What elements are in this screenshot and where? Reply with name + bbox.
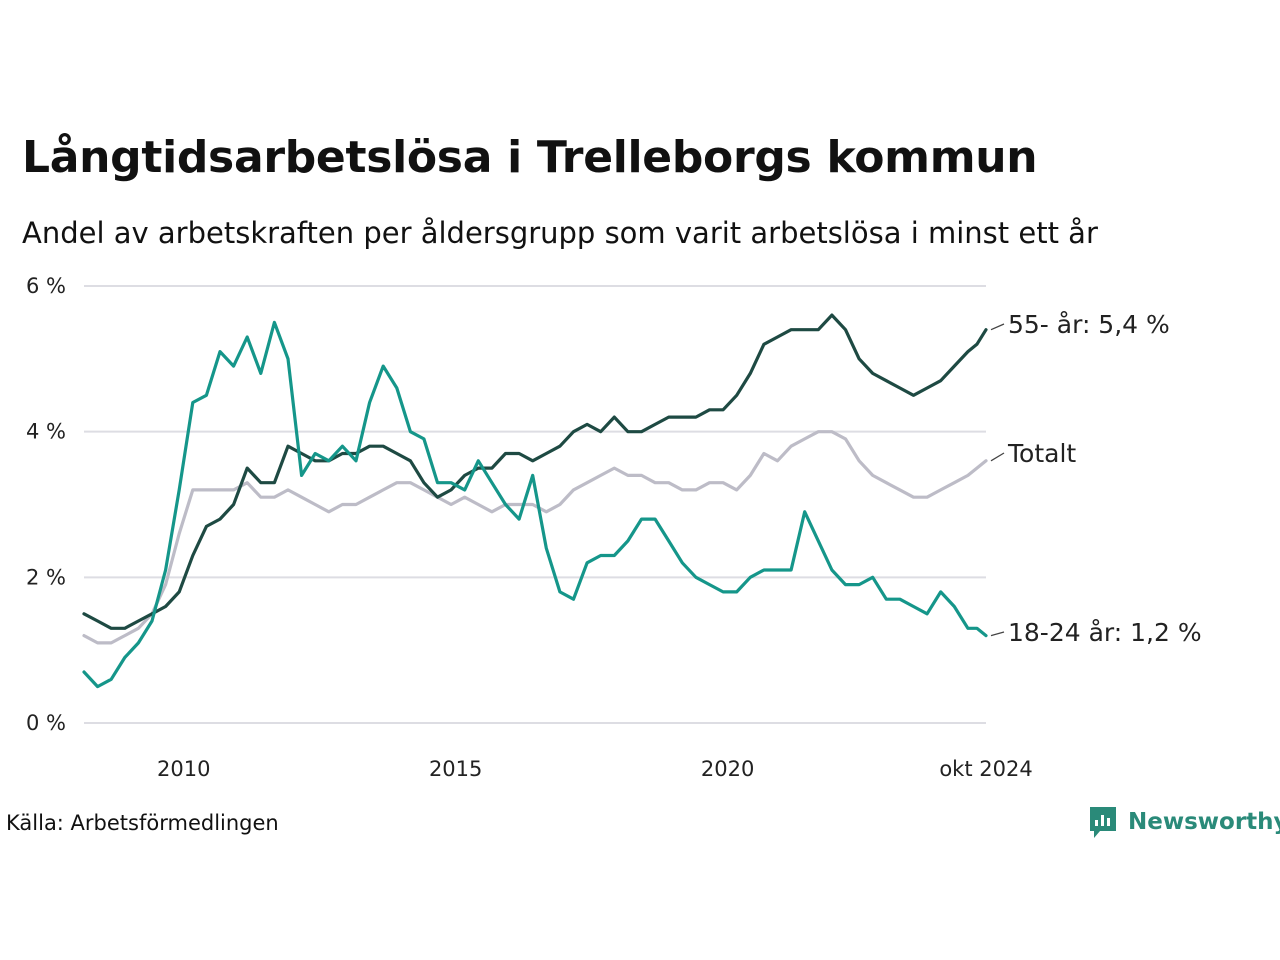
series-line-total — [82, 430, 988, 645]
end-label-young: 18-24 år: 1,2 % — [1008, 618, 1202, 647]
y-tick-label: 2 % — [26, 565, 66, 589]
y-tick-label: 4 % — [26, 420, 66, 444]
source-note: Källa: Arbetsförmedlingen — [6, 811, 279, 835]
newsworthy-logo-icon — [1090, 807, 1116, 838]
brand-logo: Newsworthy — [1088, 804, 1280, 840]
series-line-young — [82, 320, 988, 689]
x-tick-label: 2010 — [157, 757, 210, 781]
end-label-leader-young — [990, 631, 1005, 637]
line-chart: 0 % 2 % 4 % 6 % 2010 2015 2020 okt 2024 Totalt 55… — [26, 274, 1202, 781]
series-line-older — [82, 313, 988, 630]
x-tick-label: 2020 — [701, 757, 754, 781]
end-label-leader-total — [990, 452, 1005, 462]
end-label-leader-older — [990, 323, 1005, 331]
chart-subtitle: Andel av arbetskraften per åldersgrupp s… — [22, 216, 1098, 250]
brand-name: Newsworthy — [1128, 809, 1280, 835]
y-tick-label: 0 % — [26, 711, 66, 735]
y-tick-label: 6 % — [26, 274, 66, 298]
end-label-total: Totalt — [1007, 439, 1076, 468]
chart-title: Långtidsarbetslösa i Trelleborgs kommun — [22, 132, 1038, 183]
x-tick-label: okt 2024 — [939, 757, 1032, 781]
x-tick-label: 2015 — [429, 757, 482, 781]
end-label-older: 55- år: 5,4 % — [1008, 310, 1170, 339]
